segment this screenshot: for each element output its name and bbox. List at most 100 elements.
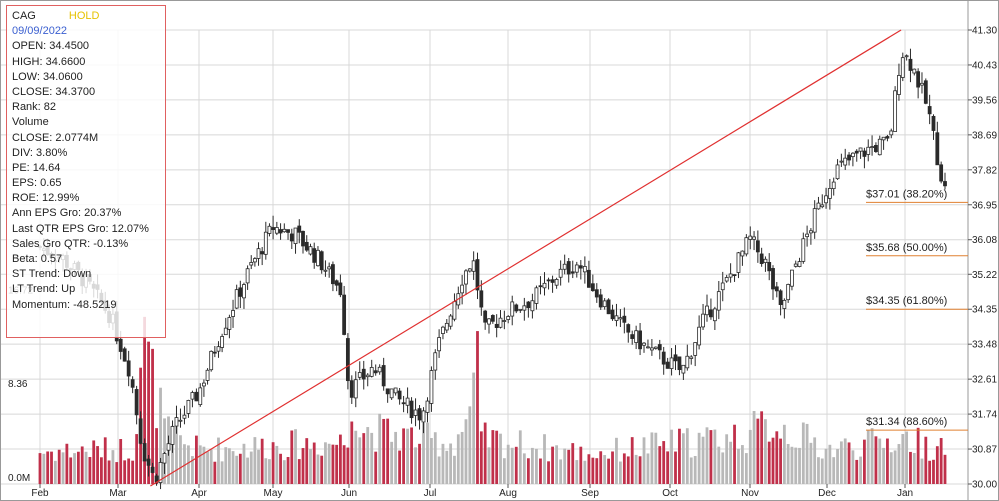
volume-bar	[479, 431, 483, 484]
candle-body	[812, 208, 817, 233]
candle-body	[782, 299, 787, 309]
candle-body	[498, 317, 503, 328]
volume-bar	[886, 438, 889, 484]
candle-body	[709, 309, 713, 318]
candle-body	[626, 324, 631, 333]
volume-bar	[897, 444, 901, 484]
volume-bar	[943, 454, 947, 484]
volume-bar	[748, 429, 752, 484]
volume-bar	[786, 443, 790, 484]
price-tick-label: 31.74	[972, 410, 997, 421]
volume-bar	[257, 449, 260, 484]
volume-bar	[402, 428, 405, 484]
candle-body	[122, 348, 127, 362]
volume-bar	[591, 457, 595, 484]
volume-bar	[870, 428, 874, 484]
price-tick-label: 33.48	[972, 340, 997, 351]
trend-line	[150, 29, 902, 487]
candle-body	[502, 320, 507, 322]
candle-body	[242, 284, 246, 299]
month-label: Jan	[897, 488, 913, 499]
candle-body	[877, 138, 882, 156]
price-tick-label: 30.00	[972, 480, 997, 491]
candle-body	[467, 268, 472, 272]
volume-bar	[426, 422, 429, 484]
volume-bar	[390, 441, 394, 484]
candle-body	[685, 355, 690, 369]
candle-body	[827, 188, 832, 199]
candle-body	[630, 334, 635, 339]
quote-stat-row: Ann EPS Gro: 20.37%	[12, 207, 122, 220]
candle-body	[843, 157, 848, 166]
candle-body	[349, 380, 354, 398]
volume-bar	[836, 449, 839, 484]
candle-body	[534, 287, 539, 304]
volume-bar	[909, 451, 912, 484]
volume-bars	[38, 316, 947, 484]
volume-bar	[418, 443, 421, 484]
volume-bar	[115, 462, 119, 484]
price-axis: 41.30 40.43 39.56 38.69 37.82 36.95 36.08 35.22…	[968, 26, 997, 491]
candle-body	[594, 289, 599, 298]
volume-bar	[817, 457, 820, 484]
candle-body	[522, 305, 527, 311]
volume-bar	[238, 453, 242, 484]
candle-body	[618, 317, 623, 320]
candle-body	[361, 368, 366, 380]
volume-bar	[147, 341, 150, 484]
candle-body	[118, 338, 123, 352]
candle-body	[202, 382, 206, 387]
volume-bar	[354, 430, 358, 484]
volume-bar	[547, 461, 550, 484]
candle-body	[286, 229, 290, 233]
volume-bar	[510, 447, 514, 484]
volume-tick-label: 8.36	[8, 379, 28, 390]
candle-body	[316, 249, 320, 267]
quote-stat-row: DIV: 3.80%	[12, 146, 68, 159]
candle-body	[862, 150, 867, 157]
volume-bar	[595, 458, 599, 484]
quote-stat-row: OPEN: 34.4500	[12, 40, 90, 53]
month-axis: Feb Mar Apr May Jun Jul Aug Sep Oct Nov Dec Jan	[31, 484, 913, 499]
volume-bar	[866, 430, 870, 484]
quote-stat-row: CLOSE: 34.3700	[12, 85, 96, 98]
volume-bar	[327, 443, 331, 484]
volume-bar	[260, 438, 264, 484]
candle-body	[728, 273, 733, 278]
candle-body	[198, 387, 203, 406]
candle-body	[182, 414, 187, 419]
volume-bar	[286, 457, 290, 484]
volume-bar	[506, 444, 510, 484]
candle-body	[274, 227, 279, 234]
volume-bar	[678, 428, 681, 484]
volume-bar	[50, 451, 53, 484]
month-label: Mar	[109, 488, 127, 499]
candle-body	[586, 269, 591, 288]
candle-body	[578, 265, 583, 269]
volume-bar	[935, 446, 939, 484]
volume-bar	[231, 451, 235, 484]
candle-body	[278, 229, 283, 234]
candle-body	[931, 115, 936, 131]
volume-bar	[76, 451, 80, 484]
candle-body	[223, 327, 228, 336]
volume-bar	[103, 437, 107, 484]
volume-bar	[495, 430, 499, 484]
volume-bar	[331, 444, 335, 484]
volume-bar	[92, 440, 96, 484]
candle-body	[689, 356, 694, 359]
candle-body	[740, 250, 745, 257]
volume-bar	[430, 438, 433, 484]
volume-bar	[939, 438, 943, 484]
candle-body	[546, 279, 551, 282]
candle-body	[377, 366, 382, 373]
volume-bar	[382, 418, 386, 484]
volume-bar	[650, 432, 654, 484]
price-tick-label: 38.69	[972, 130, 997, 141]
volume-bar	[733, 424, 736, 484]
volume-bar	[779, 438, 782, 484]
candle-body	[763, 258, 768, 263]
volume-bar	[518, 430, 522, 484]
candle-body	[638, 330, 642, 350]
volume-bar	[362, 433, 366, 484]
